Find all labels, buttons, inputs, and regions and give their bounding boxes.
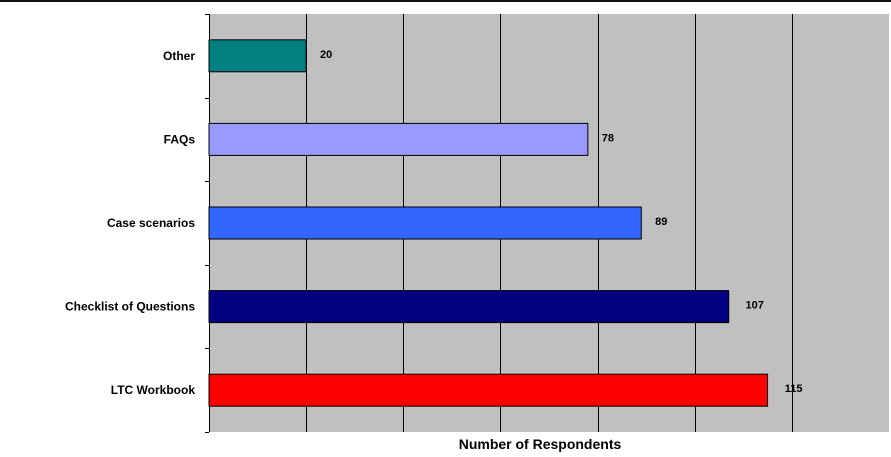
data-labels: 20 78 89 107 115 xyxy=(320,49,802,395)
bar xyxy=(208,122,589,156)
category-label: Other xyxy=(163,49,195,63)
bar xyxy=(208,39,307,73)
data-label: 115 xyxy=(785,383,803,395)
category-label: LTC Workbook xyxy=(111,383,196,397)
data-label: 20 xyxy=(320,49,332,61)
y-axis-ticks xyxy=(205,14,209,433)
x-axis-title: Number of Respondents xyxy=(459,436,622,452)
bar xyxy=(208,373,769,407)
data-label: 78 xyxy=(602,132,614,144)
top-rule xyxy=(0,0,891,2)
bar xyxy=(208,206,642,240)
category-label: Case scenarios xyxy=(107,216,195,230)
data-label: 107 xyxy=(746,300,764,312)
category-labels: Other FAQs Case scenarios Checklist of Ques… xyxy=(65,49,195,397)
bar xyxy=(208,290,730,324)
bars xyxy=(208,39,769,407)
category-label: FAQs xyxy=(164,132,196,146)
category-label: Checklist of Questions xyxy=(65,300,195,314)
data-label: 89 xyxy=(655,216,667,228)
